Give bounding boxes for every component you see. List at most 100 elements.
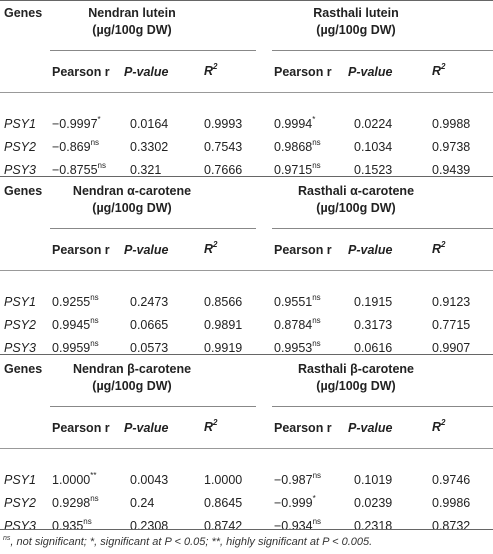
significance-mark: ns — [312, 471, 322, 480]
footnote-ns-mark: ns — [3, 535, 11, 542]
bottom-rule — [0, 529, 493, 530]
group-underline-left — [50, 228, 256, 229]
pearson-r-number: 0.9994 — [274, 117, 313, 131]
p-value: 0.2318 — [354, 519, 393, 533]
r2-value: 0.9891 — [204, 318, 243, 332]
left-title-line: Nendran α-carotene — [72, 184, 192, 198]
significance-mark: ns — [90, 138, 100, 147]
p-value: 0.3173 — [354, 318, 393, 332]
right-col-header: P-value — [348, 65, 393, 79]
p-value: 0.1523 — [354, 163, 393, 177]
right-title-line: Rasthali α-carotene — [297, 184, 415, 198]
r2-value: 1.0000 — [204, 473, 243, 487]
r2-value: 0.9738 — [432, 140, 471, 154]
pearson-r-value: 0.9715ns — [274, 162, 321, 178]
pearson-r-value: −0.934ns — [274, 517, 322, 534]
pearson-r-value: 0.9994* — [274, 115, 316, 132]
p-value: 0.0616 — [354, 341, 393, 355]
pearson-r-value: −0.869ns — [52, 138, 100, 155]
gene-name: PSY2 — [4, 318, 36, 332]
right-col-header-r2: R2 — [432, 241, 445, 257]
pearson-r-value: 0.9945ns — [52, 316, 99, 333]
p-value: 0.0164 — [130, 117, 169, 131]
group-underline-right — [272, 50, 493, 51]
left-col-header: P-value — [124, 421, 169, 435]
gene-name: PSY1 — [4, 295, 36, 309]
right-col-header-r2: R2 — [432, 418, 446, 435]
gene-name: PSY3 — [4, 341, 36, 355]
pearson-r-number: 0.8784 — [274, 318, 313, 332]
header-rule — [0, 92, 493, 93]
right-col-header: Pearson r — [274, 65, 332, 79]
right-col-header: P-value — [348, 421, 393, 435]
r2-value: 0.7543 — [204, 140, 243, 154]
pearson-r-value: −0.9997* — [52, 116, 101, 132]
r2-superscript: 2 — [441, 62, 446, 71]
p-value: 0.3302 — [130, 140, 169, 154]
pearson-r-number: 0.9715 — [274, 163, 313, 177]
r2-value: 0.9123 — [432, 295, 471, 309]
group-underline-right — [272, 228, 493, 229]
r2-value: 0.8732 — [432, 519, 471, 533]
significance-mark: ns — [90, 316, 99, 325]
r2-superscript: 2 — [441, 418, 446, 427]
group-underline-right — [272, 406, 493, 407]
pearson-r-value: 0.9959ns — [52, 340, 99, 356]
left-col-header-r2: R2 — [204, 419, 217, 435]
right-title-line: (µg/100g DW) — [316, 379, 396, 393]
r2-value: 0.9919 — [204, 341, 243, 355]
p-value: 0.0573 — [130, 341, 169, 355]
pearson-r-number: 0.9945 — [52, 318, 91, 332]
r2-superscript: 2 — [213, 240, 218, 249]
gene-name: PSY2 — [4, 496, 36, 510]
right-col-header: Pearson r — [274, 243, 332, 257]
genes-header: Genes — [4, 362, 43, 376]
top-rule — [0, 0, 493, 1]
gene-name: PSY3 — [4, 163, 36, 177]
pearson-r-number: 0.9551 — [274, 295, 313, 309]
r2-value: 0.9746 — [432, 473, 471, 487]
left-col-header: Pearson r — [52, 421, 110, 435]
r2-value: 0.7715 — [432, 318, 471, 332]
pearson-r-value: −0.8755ns — [52, 162, 106, 178]
pearson-r-number: −0.8755 — [52, 163, 98, 177]
r2-value: 0.9988 — [432, 117, 471, 131]
significance-mark: ns — [312, 339, 321, 348]
gene-name: PSY3 — [4, 519, 36, 533]
pearson-r-number: −0.987 — [274, 473, 313, 487]
right-title-line: (µg/100g DW) — [316, 201, 396, 215]
p-value: 0.2308 — [130, 519, 169, 533]
r2-value: 0.8566 — [204, 295, 243, 309]
significance-mark: ns — [312, 293, 321, 302]
significance-mark: ns — [312, 517, 322, 526]
pearson-r-value: 1.0000** — [52, 472, 96, 488]
significance-mark: ns — [312, 316, 321, 325]
p-value: 0.1034 — [354, 140, 393, 154]
r2-value: 0.7666 — [204, 163, 243, 177]
left-col-header: Pearson r — [52, 65, 110, 79]
p-value: 0.0239 — [354, 496, 393, 510]
p-value: 0.24 — [130, 496, 155, 510]
p-value: 0.1019 — [354, 473, 393, 487]
significance-mark: * — [312, 115, 316, 124]
r2-value: 0.9993 — [204, 117, 243, 131]
left-title-line: (µg/100g DW) — [92, 379, 172, 393]
left-title-line: (µg/100g DW) — [92, 23, 172, 37]
pearson-r-number: −0.869 — [52, 140, 91, 154]
r2-letter: R — [432, 64, 442, 78]
left-col-header: Pearson r — [52, 243, 110, 257]
left-col-header: P-value — [124, 243, 169, 257]
left-title-line: (µg/100g DW) — [92, 201, 172, 215]
pearson-r-value: 0.9255ns — [52, 293, 99, 310]
r2-value: 0.8742 — [204, 519, 243, 533]
significance-mark: ns — [83, 517, 92, 526]
gene-name: PSY2 — [4, 140, 36, 154]
r2-letter: R — [204, 64, 214, 78]
significance-mark: ns — [90, 293, 99, 302]
group-underline-left — [50, 406, 256, 407]
right-col-header: P-value — [348, 243, 393, 257]
p-value: 0.0043 — [130, 473, 169, 487]
r2-value: 0.8645 — [204, 496, 243, 510]
p-value: 0.321 — [130, 163, 162, 177]
header-rule — [0, 270, 493, 271]
